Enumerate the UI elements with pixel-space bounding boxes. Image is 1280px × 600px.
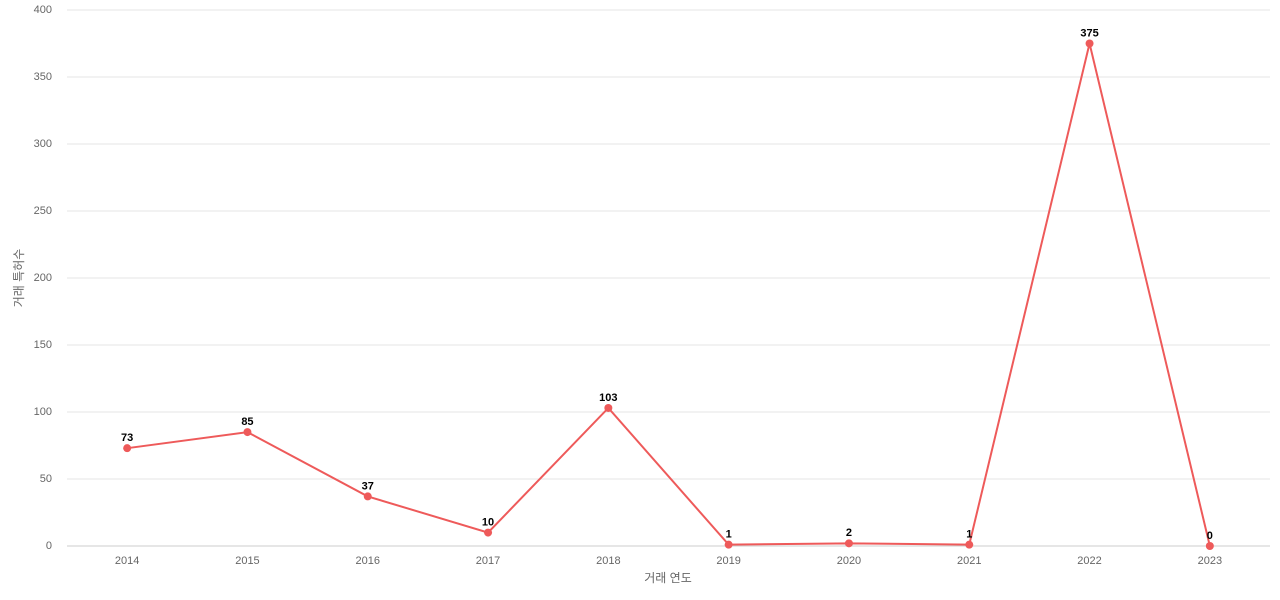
x-tick-label: 2018 xyxy=(596,555,620,567)
data-label: 37 xyxy=(362,480,374,492)
point xyxy=(965,540,974,549)
x-tick-label: 2016 xyxy=(356,555,380,567)
y-tick-label: 50 xyxy=(40,473,52,485)
data-label: 85 xyxy=(241,416,253,428)
point xyxy=(724,540,733,549)
y-tick-label: 250 xyxy=(34,205,52,217)
data-label: 1 xyxy=(726,529,732,541)
point xyxy=(123,444,132,453)
data-label: 10 xyxy=(482,517,494,529)
line xyxy=(127,43,1211,547)
point xyxy=(243,428,252,437)
data-label: 2 xyxy=(846,527,852,539)
point xyxy=(604,403,613,412)
y-tick-label: 150 xyxy=(34,339,52,351)
x-tick-label: 2017 xyxy=(476,555,500,567)
data-label: 375 xyxy=(1080,27,1098,39)
data-label: 73 xyxy=(121,432,133,444)
x-tick-label: 2020 xyxy=(837,555,861,567)
y-tick-label: 0 xyxy=(46,540,52,552)
data-label: 0 xyxy=(1207,530,1213,542)
data-label: 1 xyxy=(966,529,972,541)
point xyxy=(1085,39,1094,48)
x-axis-title: 거래 연도 xyxy=(644,571,692,585)
x-tick-label: 2023 xyxy=(1198,555,1222,567)
y-tick-label: 100 xyxy=(34,406,52,418)
point xyxy=(484,528,493,537)
x-tick-label: 2014 xyxy=(115,555,139,567)
y-tick-label: 300 xyxy=(34,138,52,150)
y-tick-label: 400 xyxy=(34,4,52,16)
y-tick-label: 350 xyxy=(34,71,52,83)
x-tick-label: 2015 xyxy=(235,555,259,567)
y-axis-title: 거래 특허수 xyxy=(12,249,26,308)
x-tick-label: 2021 xyxy=(957,555,981,567)
point xyxy=(363,492,372,501)
data-label: 103 xyxy=(599,392,617,404)
point xyxy=(844,539,853,548)
point xyxy=(1205,542,1214,550)
y-tick-label: 200 xyxy=(34,272,52,284)
x-tick-label: 2022 xyxy=(1077,555,1101,567)
x-tick-label: 2019 xyxy=(716,555,740,567)
